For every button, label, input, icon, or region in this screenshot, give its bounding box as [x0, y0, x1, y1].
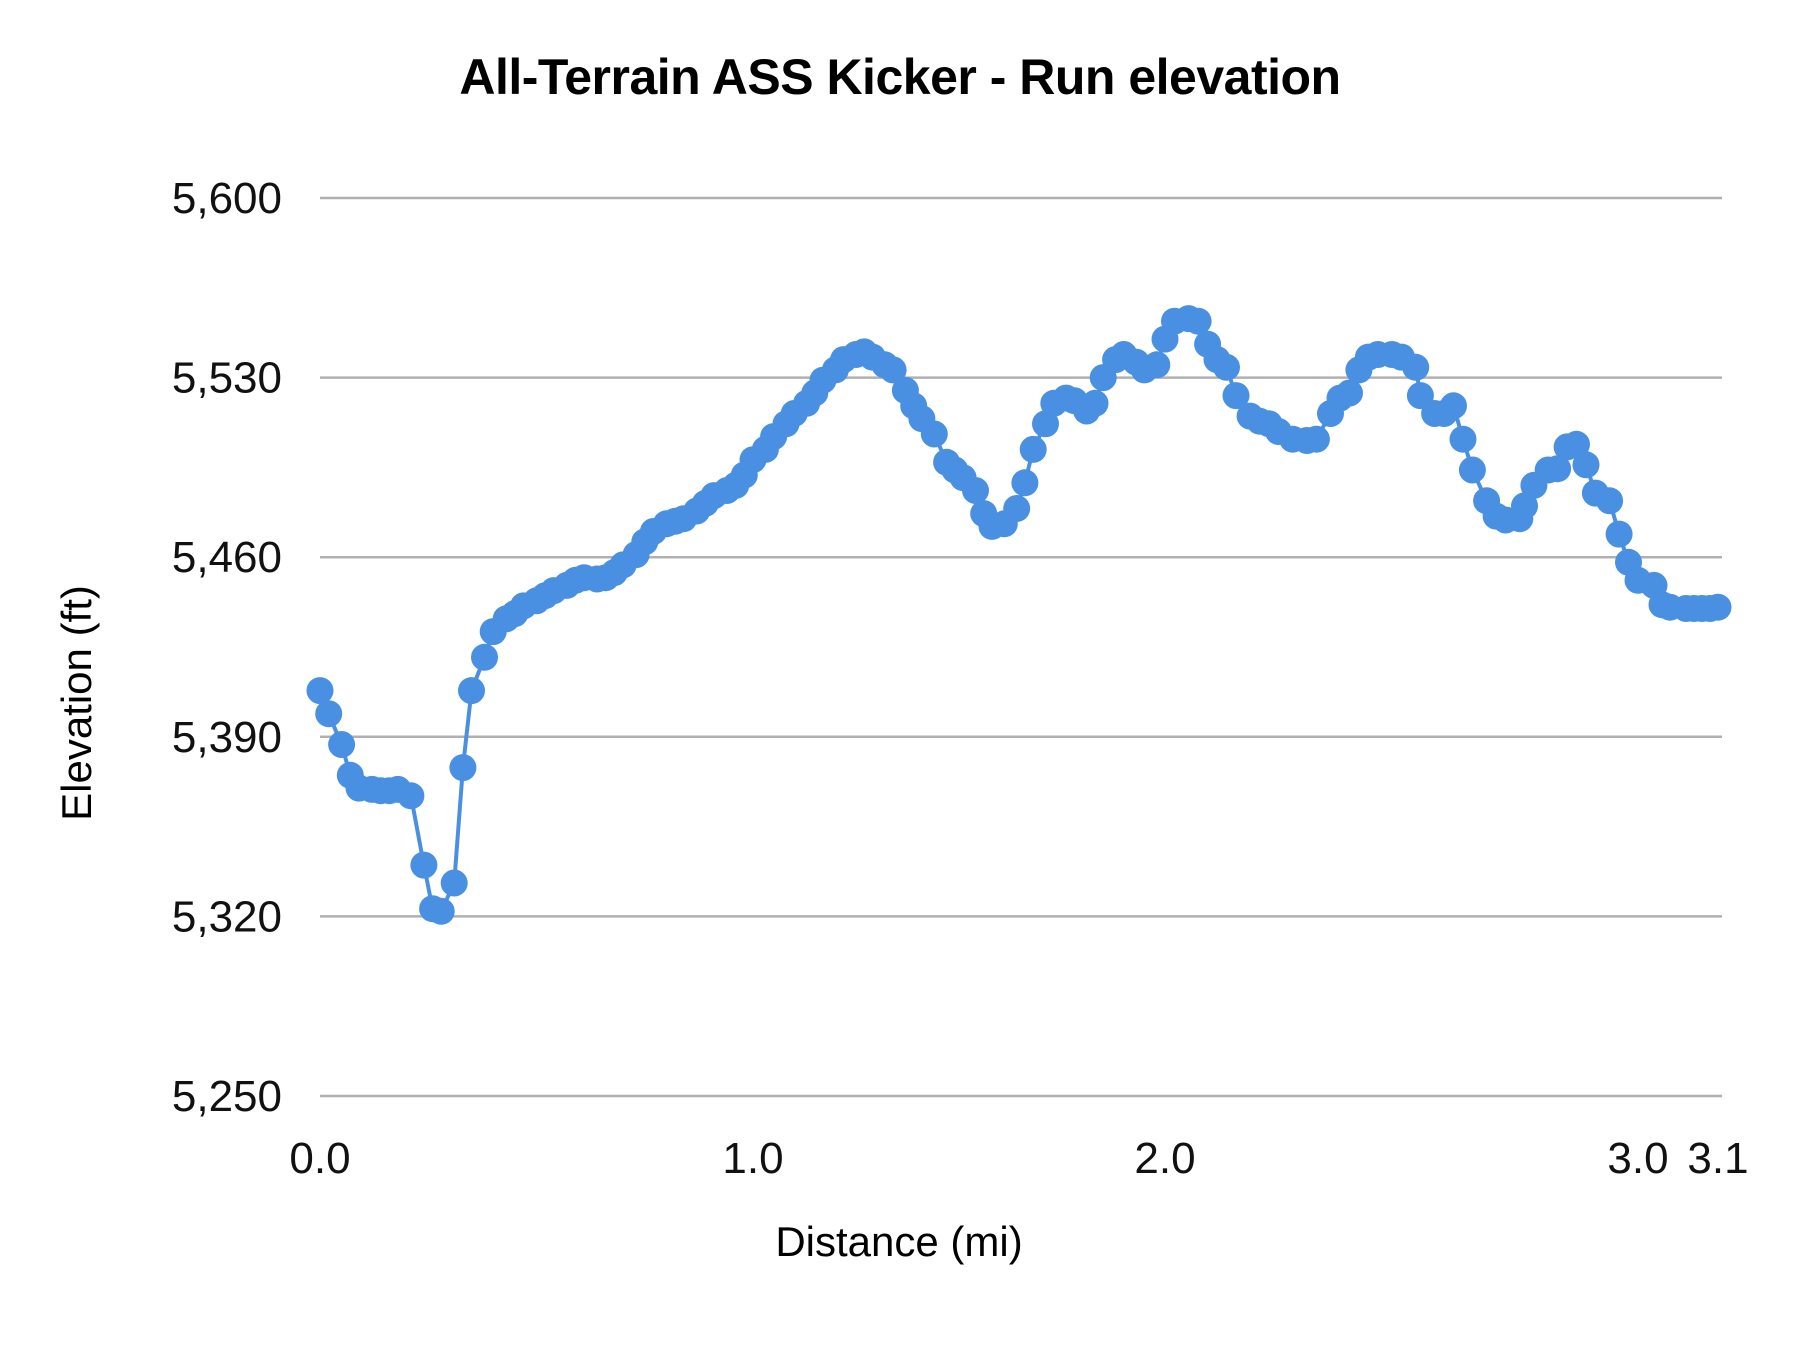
data-point-marker — [1302, 425, 1330, 453]
data-point-marker — [1143, 351, 1171, 379]
data-point-marker — [1596, 487, 1624, 515]
data-point-marker — [449, 754, 477, 782]
data-point-marker — [1704, 593, 1732, 621]
data-point-marker — [306, 677, 334, 705]
data-point-marker — [1213, 353, 1240, 381]
data-point-marker — [1572, 451, 1600, 479]
elevation-series — [306, 305, 1732, 925]
x-tick-label: 1.0 — [722, 1134, 783, 1183]
data-point-marker — [1605, 520, 1633, 548]
data-point-marker — [1003, 495, 1031, 522]
y-axis-tick-labels: 5,250 5,320 5,390 5,460 5,530 5,600 — [172, 174, 282, 1121]
data-point-marker — [879, 356, 907, 384]
data-point-marker — [1032, 410, 1059, 438]
data-point-marker — [440, 869, 468, 897]
y-tick-label: 5,460 — [172, 533, 282, 582]
data-point-marker — [1184, 307, 1212, 335]
chart-title: All-Terrain ASS Kicker - Run elevation — [459, 49, 1341, 105]
x-tick-label: 3.1 — [1687, 1134, 1748, 1183]
data-point-marker — [328, 731, 356, 758]
data-point-marker — [410, 851, 438, 879]
data-point-marker — [1440, 392, 1467, 420]
x-tick-label: 2.0 — [1134, 1134, 1195, 1183]
x-axis-tick-labels: 0.0 1.0 2.0 3.0 3.1 — [289, 1134, 1748, 1183]
data-point-marker — [1081, 389, 1109, 417]
y-tick-label: 5,320 — [172, 892, 282, 941]
data-point-marker — [397, 782, 425, 810]
data-point-marker — [962, 477, 989, 504]
y-tick-label: 5,530 — [172, 354, 282, 403]
data-point-marker — [1011, 469, 1039, 497]
data-point-marker — [427, 897, 455, 925]
x-tick-label: 3.0 — [1607, 1134, 1668, 1183]
data-point-marker — [1019, 435, 1047, 463]
gridlines — [320, 196, 1722, 1098]
x-axis-title: Distance (mi) — [775, 1218, 1023, 1265]
data-point-marker — [1544, 455, 1572, 483]
data-point-marker — [315, 700, 343, 728]
data-point-marker — [458, 677, 485, 705]
data-point-marker — [1336, 379, 1363, 407]
data-point-marker — [1449, 425, 1477, 453]
data-point-marker — [920, 420, 948, 448]
data-point-marker — [1563, 430, 1590, 458]
data-point-marker — [1458, 456, 1486, 484]
x-tick-label: 0.0 — [289, 1134, 350, 1183]
data-point-marker — [471, 643, 498, 671]
data-point-marker — [1222, 382, 1250, 410]
data-point-marker — [1511, 492, 1538, 520]
y-tick-label: 5,600 — [172, 174, 282, 223]
data-point-marker — [1402, 353, 1430, 381]
y-tick-label: 5,390 — [172, 713, 282, 762]
y-tick-label: 5,250 — [172, 1072, 282, 1121]
